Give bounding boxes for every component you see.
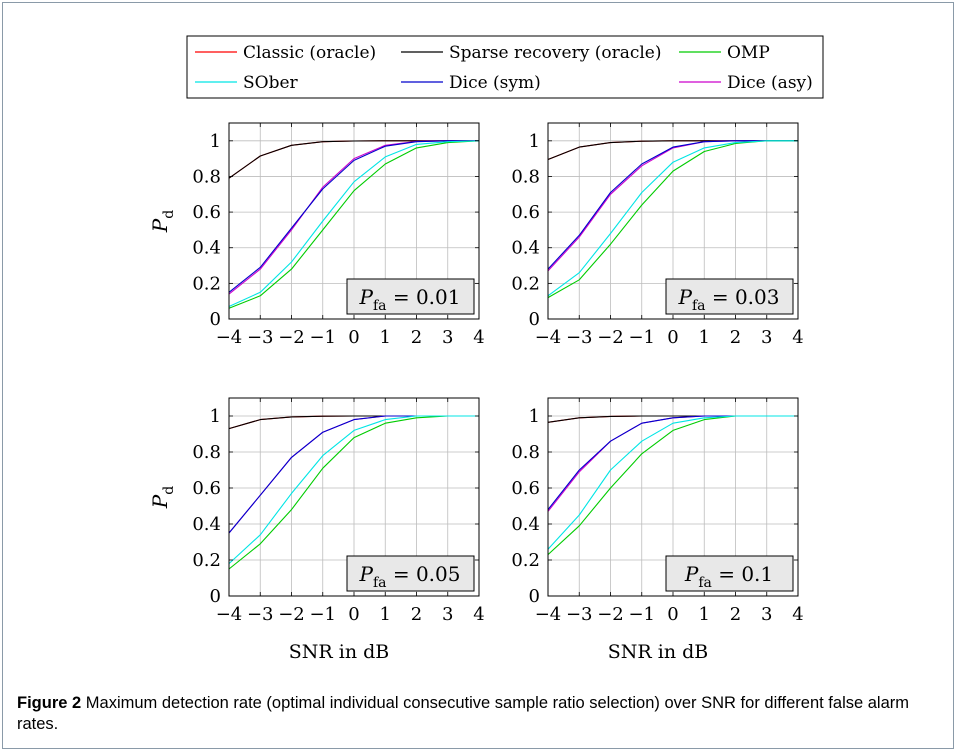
legend-label-1: Classic (oracle) xyxy=(243,43,376,63)
y-tick-label: 0 xyxy=(210,309,221,330)
x-tick-label: 1 xyxy=(380,604,391,625)
y-tick-label: 0.2 xyxy=(192,550,221,571)
y-tick-label: 0.8 xyxy=(511,442,540,463)
x-tick-label: 2 xyxy=(730,327,741,348)
x-tick-label: 2 xyxy=(411,604,422,625)
x-tick-label: 0 xyxy=(348,604,359,625)
x-tick-label: −4 xyxy=(216,604,243,625)
x-tick-label: −3 xyxy=(247,327,274,348)
y-tick-label: 0.2 xyxy=(511,550,540,571)
y-tick-label: 0.8 xyxy=(192,166,221,187)
y-tick-label: 0 xyxy=(210,586,221,607)
y-tick-label: 0 xyxy=(529,309,540,330)
y-tick-label: 1 xyxy=(210,406,221,427)
x-tick-label: −2 xyxy=(278,604,305,625)
figure-canvas: Classic (oracle) Sparse recovery (oracle)… xyxy=(148,35,824,663)
x-tick-label: 4 xyxy=(473,327,484,348)
x-tick-label: −3 xyxy=(566,327,593,348)
series-line-4 xyxy=(228,415,479,565)
y-tick-label: 1 xyxy=(210,131,221,152)
series-line-3 xyxy=(228,415,479,570)
y-tick-label: 0.6 xyxy=(192,478,221,499)
x-tick-label: −3 xyxy=(247,604,274,625)
series-line-5 xyxy=(228,140,479,293)
x-tick-label: −1 xyxy=(628,604,655,625)
y-tick-label: 0.8 xyxy=(511,166,540,187)
x-tick-label: −4 xyxy=(535,327,562,348)
y-tick-label: 0.6 xyxy=(192,202,221,223)
y-tick-label: 0.4 xyxy=(511,514,540,535)
y-tick-label: 0 xyxy=(529,586,540,607)
y-tick-label: 0.4 xyxy=(192,238,221,259)
annotation-label: Pfa = 0.01 xyxy=(358,285,460,314)
y-tick-label: 0.4 xyxy=(511,238,540,259)
x-tick-label: 1 xyxy=(699,327,710,348)
annotation-label: Pfa = 0.03 xyxy=(677,285,779,314)
x-tick-label: −2 xyxy=(597,604,624,625)
y-axis-label: Pd xyxy=(148,210,177,233)
x-axis-label: SNR in dB xyxy=(608,641,708,663)
x-tick-label: 4 xyxy=(473,604,484,625)
series-line-3 xyxy=(228,140,480,309)
caption-text: Maximum detection rate (optimal individu… xyxy=(17,694,910,733)
legend-label-3: OMP xyxy=(727,43,770,63)
series-line-4 xyxy=(547,140,798,297)
legend-label-4: SOber xyxy=(243,73,299,93)
x-tick-label: 4 xyxy=(792,327,803,348)
legend-label-6: Dice (asy) xyxy=(727,73,813,93)
annotation-label: Pfa = 0.1 xyxy=(684,562,773,591)
legend-box xyxy=(186,35,824,99)
x-tick-label: 3 xyxy=(442,604,453,625)
y-tick-label: 1 xyxy=(529,131,540,152)
y-tick-label: 0.2 xyxy=(192,273,221,294)
x-tick-label: −1 xyxy=(309,327,336,348)
x-tick-label: 2 xyxy=(411,327,422,348)
y-axis-label: Pd xyxy=(148,486,177,509)
annotation-box xyxy=(346,555,475,592)
x-tick-label: 2 xyxy=(730,604,741,625)
x-tick-label: −3 xyxy=(566,604,593,625)
x-tick-label: 3 xyxy=(761,604,772,625)
y-tick-label: 0.2 xyxy=(511,273,540,294)
x-tick-label: 0 xyxy=(667,327,678,348)
annotation-label: Pfa = 0.05 xyxy=(358,562,460,591)
annotation-box xyxy=(346,278,475,315)
x-tick-label: 0 xyxy=(667,604,678,625)
x-tick-label: −2 xyxy=(278,327,305,348)
legend-label-2: Sparse recovery (oracle) xyxy=(449,43,662,63)
caption-label: Figure 2 xyxy=(17,694,82,712)
x-tick-label: 1 xyxy=(380,327,391,348)
series-line-5 xyxy=(547,140,798,270)
x-tick-label: −4 xyxy=(216,327,243,348)
x-tick-label: −2 xyxy=(597,327,624,348)
x-tick-label: −1 xyxy=(628,327,655,348)
x-tick-label: −1 xyxy=(309,604,336,625)
y-tick-label: 1 xyxy=(529,406,540,427)
x-tick-label: 0 xyxy=(348,327,359,348)
series-line-4 xyxy=(228,140,480,308)
figure-caption: Figure 2 Maximum detection rate (optimal… xyxy=(17,693,937,735)
annotation-box xyxy=(665,278,794,315)
series-line-4 xyxy=(547,415,798,550)
legend: Classic (oracle) Sparse recovery (oracle)… xyxy=(186,35,824,99)
x-tick-label: −4 xyxy=(535,604,562,625)
legend-label-5: Dice (sym) xyxy=(449,73,541,93)
x-tick-label: 3 xyxy=(442,327,453,348)
annotation-box xyxy=(665,555,794,592)
x-axis-label: SNR in dB xyxy=(289,641,389,663)
y-tick-label: 0.6 xyxy=(511,202,540,223)
x-tick-label: 1 xyxy=(699,604,710,625)
x-tick-label: 4 xyxy=(792,604,803,625)
x-tick-label: 3 xyxy=(761,327,772,348)
y-tick-label: 0.6 xyxy=(511,478,540,499)
y-tick-label: 0.8 xyxy=(192,442,221,463)
y-tick-label: 0.4 xyxy=(192,514,221,535)
